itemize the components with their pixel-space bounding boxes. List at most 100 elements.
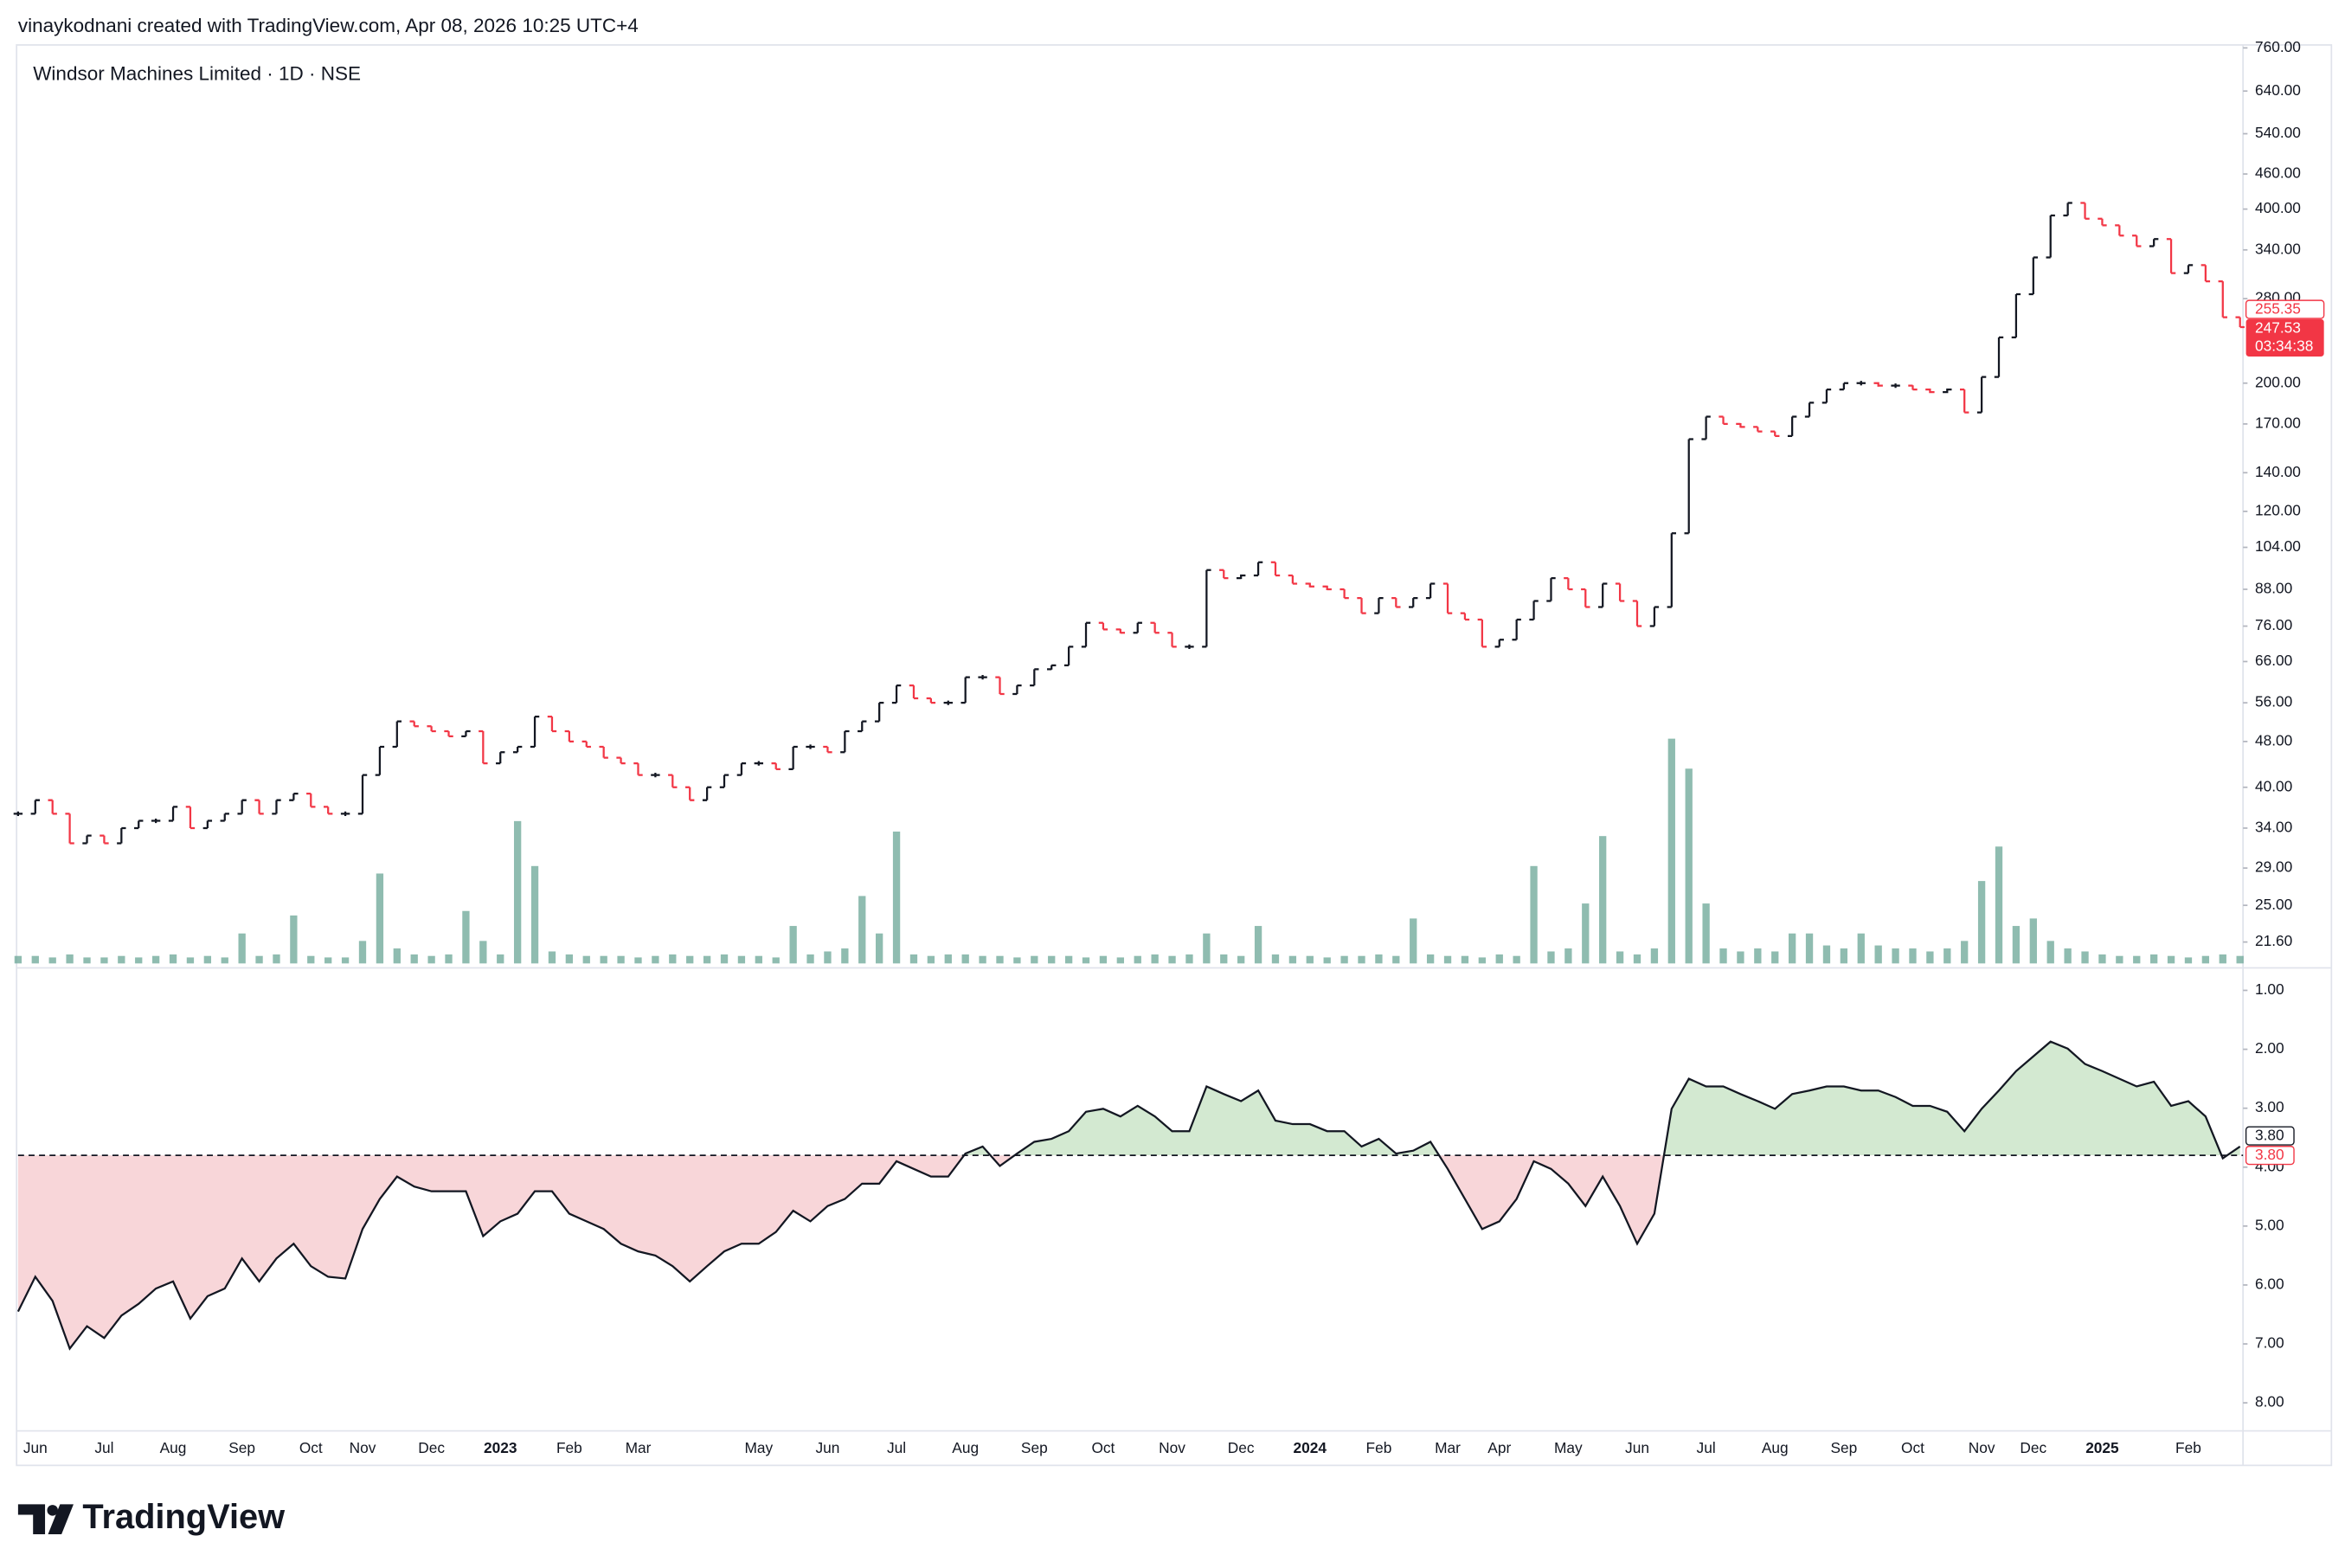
volume-bar (341, 957, 350, 964)
price-bar (874, 702, 884, 723)
price-bar (1736, 422, 1745, 428)
volume-bar (892, 831, 901, 964)
x-tick-label: Mar (626, 1439, 652, 1456)
price-bar (2183, 264, 2194, 274)
volume-bar (1702, 903, 1710, 964)
y-tick-label: 76.00 (2255, 616, 2292, 633)
y-tick-label: 170.00 (2255, 414, 2301, 432)
volume-bar (1392, 955, 1400, 964)
volume-bar (186, 957, 195, 964)
volume-bar (1064, 955, 1073, 964)
volume-bar (203, 955, 212, 964)
volume-bar (1426, 954, 1435, 964)
volume-bar (755, 955, 762, 964)
price-bar (1185, 644, 1194, 650)
volume-bar (1685, 768, 1693, 964)
chart-title: Windsor Machines Limited · 1D · NSE (33, 63, 361, 85)
volume-bar (427, 955, 435, 964)
volume-bar (2133, 955, 2141, 964)
volume-bar (1478, 957, 1487, 964)
price-bar (323, 806, 333, 815)
price-bar (1908, 384, 1918, 391)
price-bar (633, 762, 643, 776)
volume-bar (324, 957, 332, 964)
volume-bar (2081, 951, 2089, 964)
volume-bar (2150, 954, 2158, 964)
y-tick-label: 25.00 (2255, 896, 2292, 913)
y-tick-label: 7.00 (2255, 1334, 2284, 1352)
x-tick-label: Nov (1159, 1439, 1185, 1456)
volume-bar (1805, 933, 1814, 964)
x-tick-label: Oct (299, 1439, 323, 1456)
header: vinaykodnani created with TradingView.co… (18, 15, 639, 36)
volume-bar (789, 926, 797, 964)
price-bar (1856, 381, 1866, 386)
volume-bar (1857, 933, 1865, 964)
price-bar (254, 799, 264, 815)
price-bar (1787, 415, 1797, 438)
price-label-box (2245, 299, 2325, 319)
volume-bar (497, 954, 504, 964)
price-bar (2046, 214, 2055, 259)
x-tick-label: Oct (1901, 1439, 1924, 1456)
price-bar (1305, 582, 1314, 588)
volume-bar (669, 954, 677, 964)
price-bar (1442, 582, 1453, 614)
price-bar (1409, 596, 1418, 608)
volume-bar (909, 954, 918, 964)
volume-bar (841, 948, 849, 964)
volume-bar (169, 954, 177, 964)
x-tick-label: Aug (1762, 1439, 1789, 1456)
volume-bar (393, 948, 401, 964)
price-bar (1753, 426, 1763, 433)
price-bar (1357, 596, 1366, 614)
price-bar (1494, 639, 1504, 648)
y-tick-label: 66.00 (2255, 652, 2292, 669)
y-tick-label: 8.00 (2255, 1393, 2284, 1411)
price-bar (2166, 238, 2176, 274)
volume-bar (273, 954, 280, 964)
brand-name: TradingView (82, 1498, 286, 1536)
x-tick-label: 2024 (1294, 1439, 1327, 1456)
volume-bar (1340, 955, 1348, 964)
price-bar (581, 740, 591, 749)
price-bar (1615, 582, 1625, 602)
price-bar (1115, 628, 1126, 634)
volume-bar (66, 954, 74, 964)
price-bar (100, 834, 109, 845)
x-tick-label: Sep (1021, 1439, 1048, 1456)
price-bar (1477, 618, 1487, 648)
logo-t (17, 1504, 46, 1535)
volume-bar (1254, 926, 1262, 964)
volume-bar (1031, 955, 1038, 964)
volume-bar (737, 955, 746, 964)
volume-bar (1667, 738, 1675, 964)
volume-bar (1288, 955, 1297, 964)
price-bar (754, 761, 764, 766)
y-tick-label: 340.00 (2255, 240, 2301, 257)
volume-bar (686, 955, 694, 964)
volume-bar (1530, 865, 1538, 964)
reference-label: 3.80 (2255, 1127, 2284, 1144)
price-bar (719, 774, 729, 788)
volume-bar (927, 955, 935, 964)
y-tick-label: 6.00 (2255, 1276, 2284, 1293)
price-bar (1460, 612, 1470, 621)
x-tick-label: May (744, 1439, 773, 1456)
y-tick-label: 88.00 (2255, 580, 2292, 597)
y-tick-label: 29.00 (2255, 858, 2292, 876)
price-bar (461, 729, 471, 738)
volume-bar (1323, 957, 1331, 964)
volume-bar (1185, 954, 1193, 964)
price-bar (1236, 574, 1246, 580)
x-tick-label: Nov (350, 1439, 376, 1456)
volume-bar (1995, 846, 2003, 964)
price-bar (2132, 235, 2142, 247)
volume-bar (1048, 955, 1056, 964)
volume-bar (876, 933, 883, 964)
volume-bar (1909, 948, 1917, 964)
price-bar (1391, 596, 1401, 608)
price-bar (444, 729, 453, 738)
volume-bar (2219, 954, 2226, 964)
